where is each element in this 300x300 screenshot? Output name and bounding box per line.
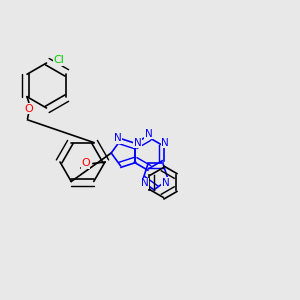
Text: N: N [140,178,148,188]
Text: N: N [134,138,142,148]
Text: O: O [81,158,90,169]
Text: N: N [161,138,169,148]
Text: N: N [162,178,170,188]
Text: N: N [145,129,153,139]
Text: Cl: Cl [53,55,64,65]
Text: N: N [114,133,122,143]
Text: O: O [25,104,34,114]
